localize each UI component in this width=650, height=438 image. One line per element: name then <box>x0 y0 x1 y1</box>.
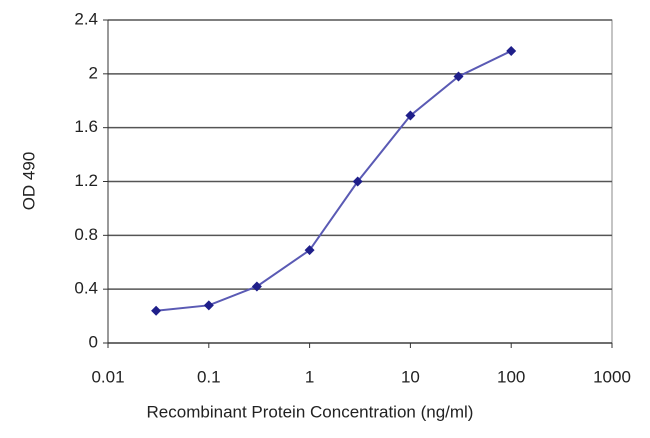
y-axis-label: OD 490 <box>19 152 38 211</box>
y-tick-label: 0.4 <box>74 279 98 298</box>
y-tick-label: 0 <box>89 332 98 351</box>
data-point <box>151 305 162 316</box>
data-point <box>251 281 262 292</box>
series-line <box>155 50 512 312</box>
data-point <box>506 45 517 56</box>
x-tick-label: 1000 <box>593 367 631 386</box>
data-point <box>405 110 416 121</box>
y-tick-label: 1.2 <box>74 171 98 190</box>
x-tick-label: 1 <box>305 367 314 386</box>
data-point <box>453 71 464 82</box>
y-tick-label: 1.6 <box>74 117 98 136</box>
y-tick-label: 0.8 <box>74 225 98 244</box>
data-point <box>352 176 363 187</box>
x-tick-label: 100 <box>497 367 525 386</box>
x-tick-label: 10 <box>401 367 420 386</box>
y-tick-label: 2.4 <box>74 9 98 28</box>
y-tick-label: 2 <box>89 63 98 82</box>
data-point <box>203 300 214 311</box>
x-tick-label: 0.1 <box>197 367 221 386</box>
x-axis-label: Recombinant Protein Concentration (ng/ml… <box>147 402 474 421</box>
data-point <box>304 245 315 256</box>
x-tick-label: 0.01 <box>91 367 124 386</box>
